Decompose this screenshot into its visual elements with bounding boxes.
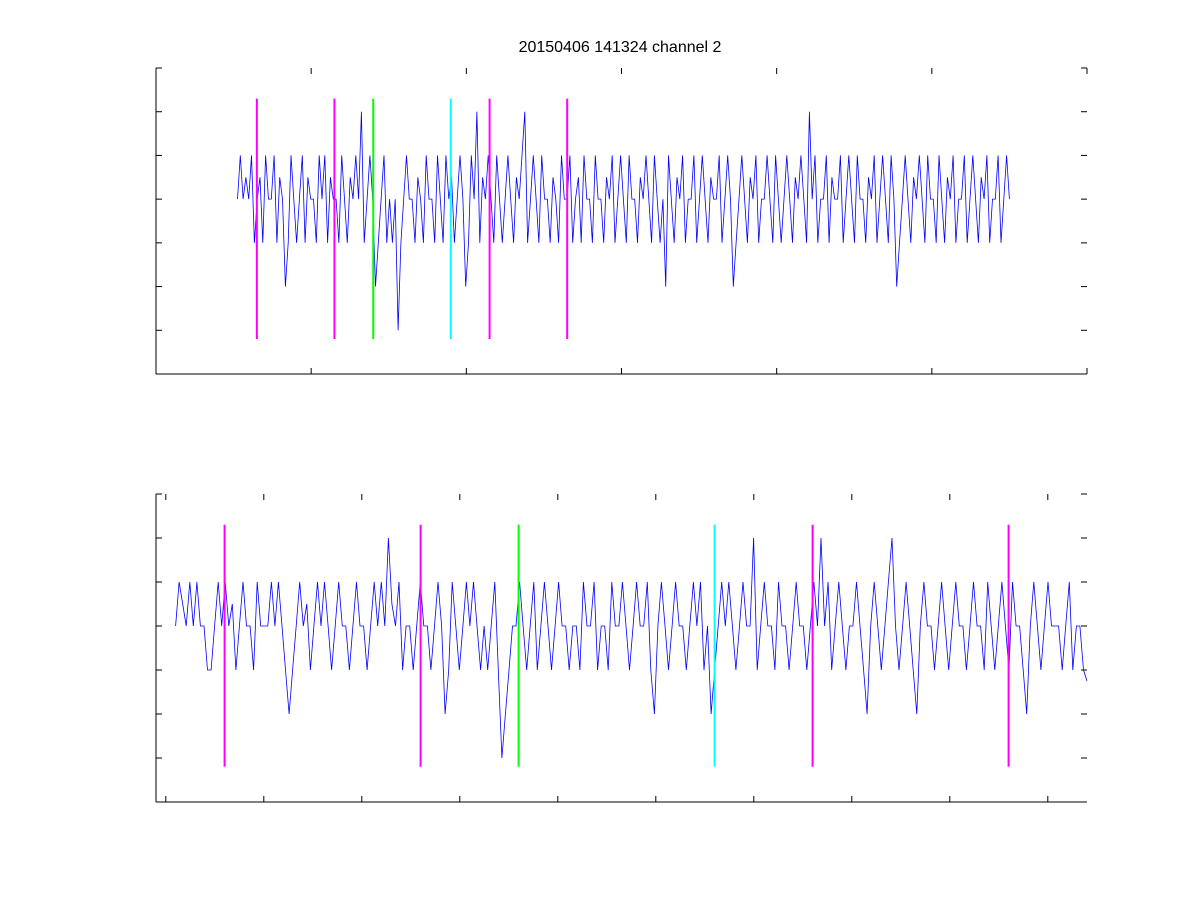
plot-area bbox=[156, 494, 1087, 802]
bottom-plot bbox=[155, 493, 1088, 803]
figure-title: 20150406 141324 channel 2 bbox=[519, 39, 722, 56]
plot-area bbox=[156, 68, 1087, 374]
signal-trace bbox=[237, 111, 1010, 331]
top-plot bbox=[155, 67, 1088, 375]
signal-trace bbox=[175, 537, 1088, 759]
